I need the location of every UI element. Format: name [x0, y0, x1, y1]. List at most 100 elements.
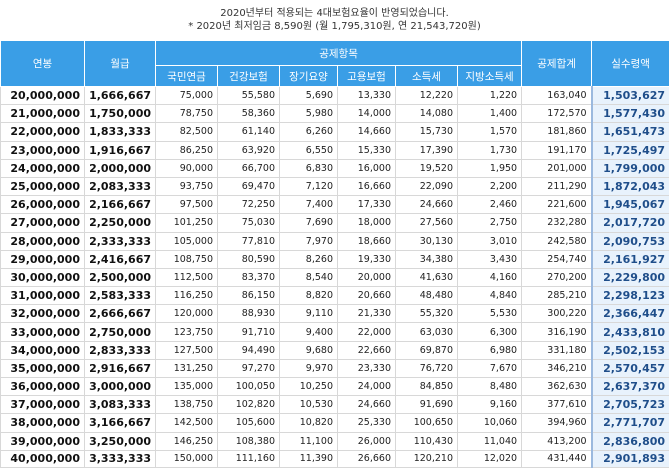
- cell-income-tax: 69,870: [396, 341, 458, 359]
- cell-local-income-tax: 8,480: [458, 378, 522, 396]
- cell-national-pension: 116,250: [156, 287, 218, 305]
- cell-local-income-tax: 12,020: [458, 450, 522, 467]
- cell-national-pension: 123,750: [156, 323, 218, 341]
- cell-total: 232,280: [522, 214, 592, 232]
- cell-national-pension: 86,250: [156, 141, 218, 159]
- cell-employment-insurance: 14,660: [338, 123, 396, 141]
- cell-annual: 33,000,000: [1, 323, 85, 341]
- cell-net: 2,570,457: [592, 359, 669, 377]
- cell-national-pension: 82,500: [156, 123, 218, 141]
- cell-income-tax: 27,560: [396, 214, 458, 232]
- cell-total: 331,180: [522, 341, 592, 359]
- cell-health-insurance: 75,030: [218, 214, 280, 232]
- header-deductions: 공제항목: [156, 41, 522, 66]
- cell-net: 1,725,497: [592, 141, 669, 159]
- cell-annual: 29,000,000: [1, 250, 85, 268]
- cell-national-pension: 150,000: [156, 450, 218, 467]
- cell-local-income-tax: 6,300: [458, 323, 522, 341]
- cell-local-income-tax: 4,160: [458, 268, 522, 286]
- cell-monthly: 3,000,000: [85, 378, 156, 396]
- header-monthly: 월급: [85, 41, 156, 87]
- cell-long-term-care: 7,120: [280, 177, 338, 195]
- cell-national-pension: 127,500: [156, 341, 218, 359]
- cell-long-term-care: 9,680: [280, 341, 338, 359]
- cell-annual: 39,000,000: [1, 432, 85, 450]
- cell-national-pension: 131,250: [156, 359, 218, 377]
- cell-annual: 22,000,000: [1, 123, 85, 141]
- notes: 2020년부터 적용되는 4대보험요율이 반영되었습니다. * 2020년 최저…: [0, 0, 669, 40]
- cell-national-pension: 108,750: [156, 250, 218, 268]
- cell-income-tax: 55,320: [396, 305, 458, 323]
- cell-monthly: 2,166,667: [85, 196, 156, 214]
- cell-monthly: 2,833,333: [85, 341, 156, 359]
- cell-employment-insurance: 15,330: [338, 141, 396, 159]
- cell-monthly: 3,083,333: [85, 396, 156, 414]
- cell-health-insurance: 86,150: [218, 287, 280, 305]
- cell-total: 394,960: [522, 414, 592, 432]
- cell-net: 2,705,723: [592, 396, 669, 414]
- cell-national-pension: 112,500: [156, 268, 218, 286]
- cell-employment-insurance: 17,330: [338, 196, 396, 214]
- cell-income-tax: 19,520: [396, 159, 458, 177]
- cell-annual: 32,000,000: [1, 305, 85, 323]
- cell-total: 346,210: [522, 359, 592, 377]
- note-line-2: * 2020년 최저임금 8,590원 (월 1,795,310원, 연 21,…: [188, 20, 480, 33]
- cell-income-tax: 110,430: [396, 432, 458, 450]
- cell-health-insurance: 83,370: [218, 268, 280, 286]
- cell-income-tax: 76,720: [396, 359, 458, 377]
- cell-income-tax: 41,630: [396, 268, 458, 286]
- cell-health-insurance: 77,810: [218, 232, 280, 250]
- cell-annual: 31,000,000: [1, 287, 85, 305]
- cell-income-tax: 15,730: [396, 123, 458, 141]
- note-line-1: 2020년부터 적용되는 4대보험요율이 반영되었습니다.: [220, 7, 449, 20]
- cell-employment-insurance: 25,330: [338, 414, 396, 432]
- cell-local-income-tax: 10,060: [458, 414, 522, 432]
- salary-table: 연봉 월급 공제항목 공제합계 실수령액 국민연금 건강보험 장기요양 고용보험…: [0, 40, 669, 468]
- cell-net: 1,577,430: [592, 105, 669, 123]
- cell-income-tax: 100,650: [396, 414, 458, 432]
- cell-local-income-tax: 5,530: [458, 305, 522, 323]
- cell-long-term-care: 10,250: [280, 378, 338, 396]
- cell-monthly: 2,750,000: [85, 323, 156, 341]
- cell-annual: 30,000,000: [1, 268, 85, 286]
- cell-annual: 28,000,000: [1, 232, 85, 250]
- cell-employment-insurance: 13,330: [338, 87, 396, 105]
- cell-long-term-care: 6,550: [280, 141, 338, 159]
- cell-net: 1,651,473: [592, 123, 669, 141]
- cell-total: 362,630: [522, 378, 592, 396]
- cell-employment-insurance: 20,660: [338, 287, 396, 305]
- cell-monthly: 1,833,333: [85, 123, 156, 141]
- cell-employment-insurance: 18,660: [338, 232, 396, 250]
- cell-local-income-tax: 1,400: [458, 105, 522, 123]
- cell-health-insurance: 88,930: [218, 305, 280, 323]
- cell-annual: 23,000,000: [1, 141, 85, 159]
- cell-health-insurance: 66,700: [218, 159, 280, 177]
- cell-national-pension: 142,500: [156, 414, 218, 432]
- cell-national-pension: 97,500: [156, 196, 218, 214]
- cell-local-income-tax: 1,570: [458, 123, 522, 141]
- cell-annual: 34,000,000: [1, 341, 85, 359]
- cell-total: 163,040: [522, 87, 592, 105]
- cell-local-income-tax: 3,430: [458, 250, 522, 268]
- cell-net: 2,836,800: [592, 432, 669, 450]
- cell-long-term-care: 8,260: [280, 250, 338, 268]
- cell-income-tax: 14,080: [396, 105, 458, 123]
- header-national-pension: 국민연금: [156, 66, 218, 87]
- cell-local-income-tax: 4,840: [458, 287, 522, 305]
- cell-long-term-care: 7,400: [280, 196, 338, 214]
- cell-employment-insurance: 26,000: [338, 432, 396, 450]
- cell-employment-insurance: 16,000: [338, 159, 396, 177]
- cell-income-tax: 63,030: [396, 323, 458, 341]
- cell-national-pension: 120,000: [156, 305, 218, 323]
- cell-national-pension: 146,250: [156, 432, 218, 450]
- cell-net: 1,872,043: [592, 177, 669, 195]
- cell-total: 377,610: [522, 396, 592, 414]
- header-annual: 연봉: [1, 41, 85, 87]
